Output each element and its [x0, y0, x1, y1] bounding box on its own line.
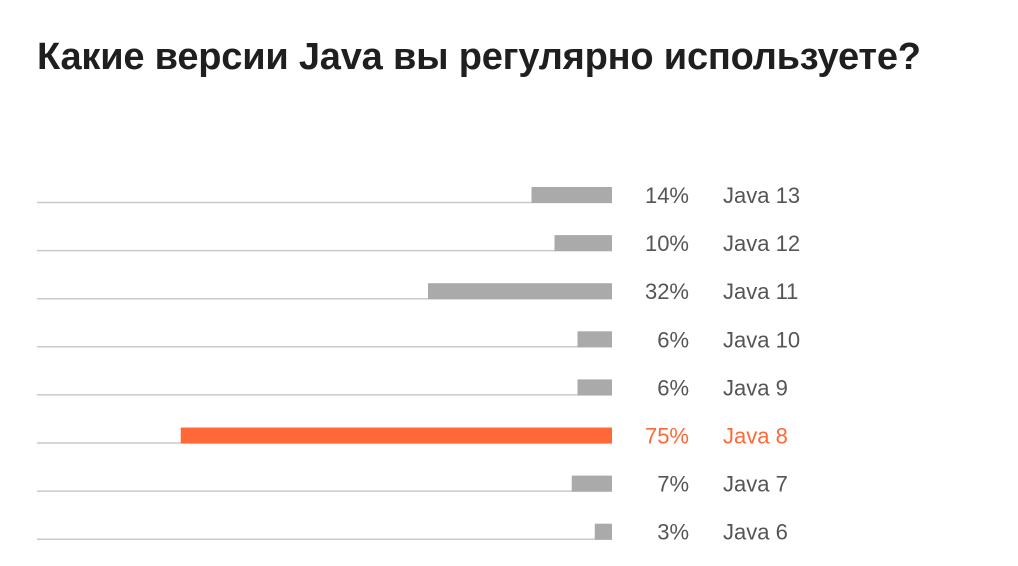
bar-java-7 [571, 475, 612, 492]
bar-java-13 [531, 187, 612, 203]
value-label: 3% [657, 520, 689, 545]
bar-java-9 [577, 379, 612, 396]
value-label: 10% [645, 231, 689, 256]
category-label: Java 6 [723, 520, 788, 545]
bar-java-12 [554, 235, 612, 252]
category-label: Java 13 [723, 183, 800, 208]
value-label: 75% [645, 424, 689, 449]
chart-title: Какие версии Java вы регулярно используе… [37, 36, 921, 78]
category-label: Java 8 [723, 424, 788, 449]
value-label: 14% [645, 183, 689, 208]
bar-java-10 [577, 331, 612, 348]
bar-java-8 [180, 427, 612, 444]
bar-java-6 [594, 523, 612, 540]
category-label: Java 11 [723, 279, 798, 304]
category-label: Java 7 [723, 472, 788, 497]
bar-java-11 [428, 283, 612, 300]
value-label: 6% [657, 375, 689, 400]
category-label: Java 10 [723, 327, 800, 352]
category-label: Java 9 [723, 375, 788, 400]
category-label: Java 12 [723, 231, 800, 256]
value-label: 32% [645, 279, 689, 304]
value-label: 6% [657, 327, 689, 352]
value-label: 7% [657, 472, 689, 497]
